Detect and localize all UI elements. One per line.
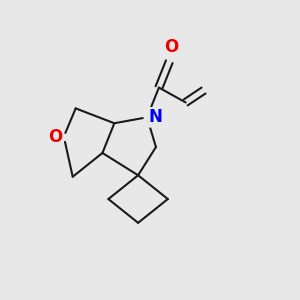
Text: O: O (164, 38, 178, 56)
Text: N: N (148, 108, 162, 126)
Text: O: O (48, 128, 62, 146)
